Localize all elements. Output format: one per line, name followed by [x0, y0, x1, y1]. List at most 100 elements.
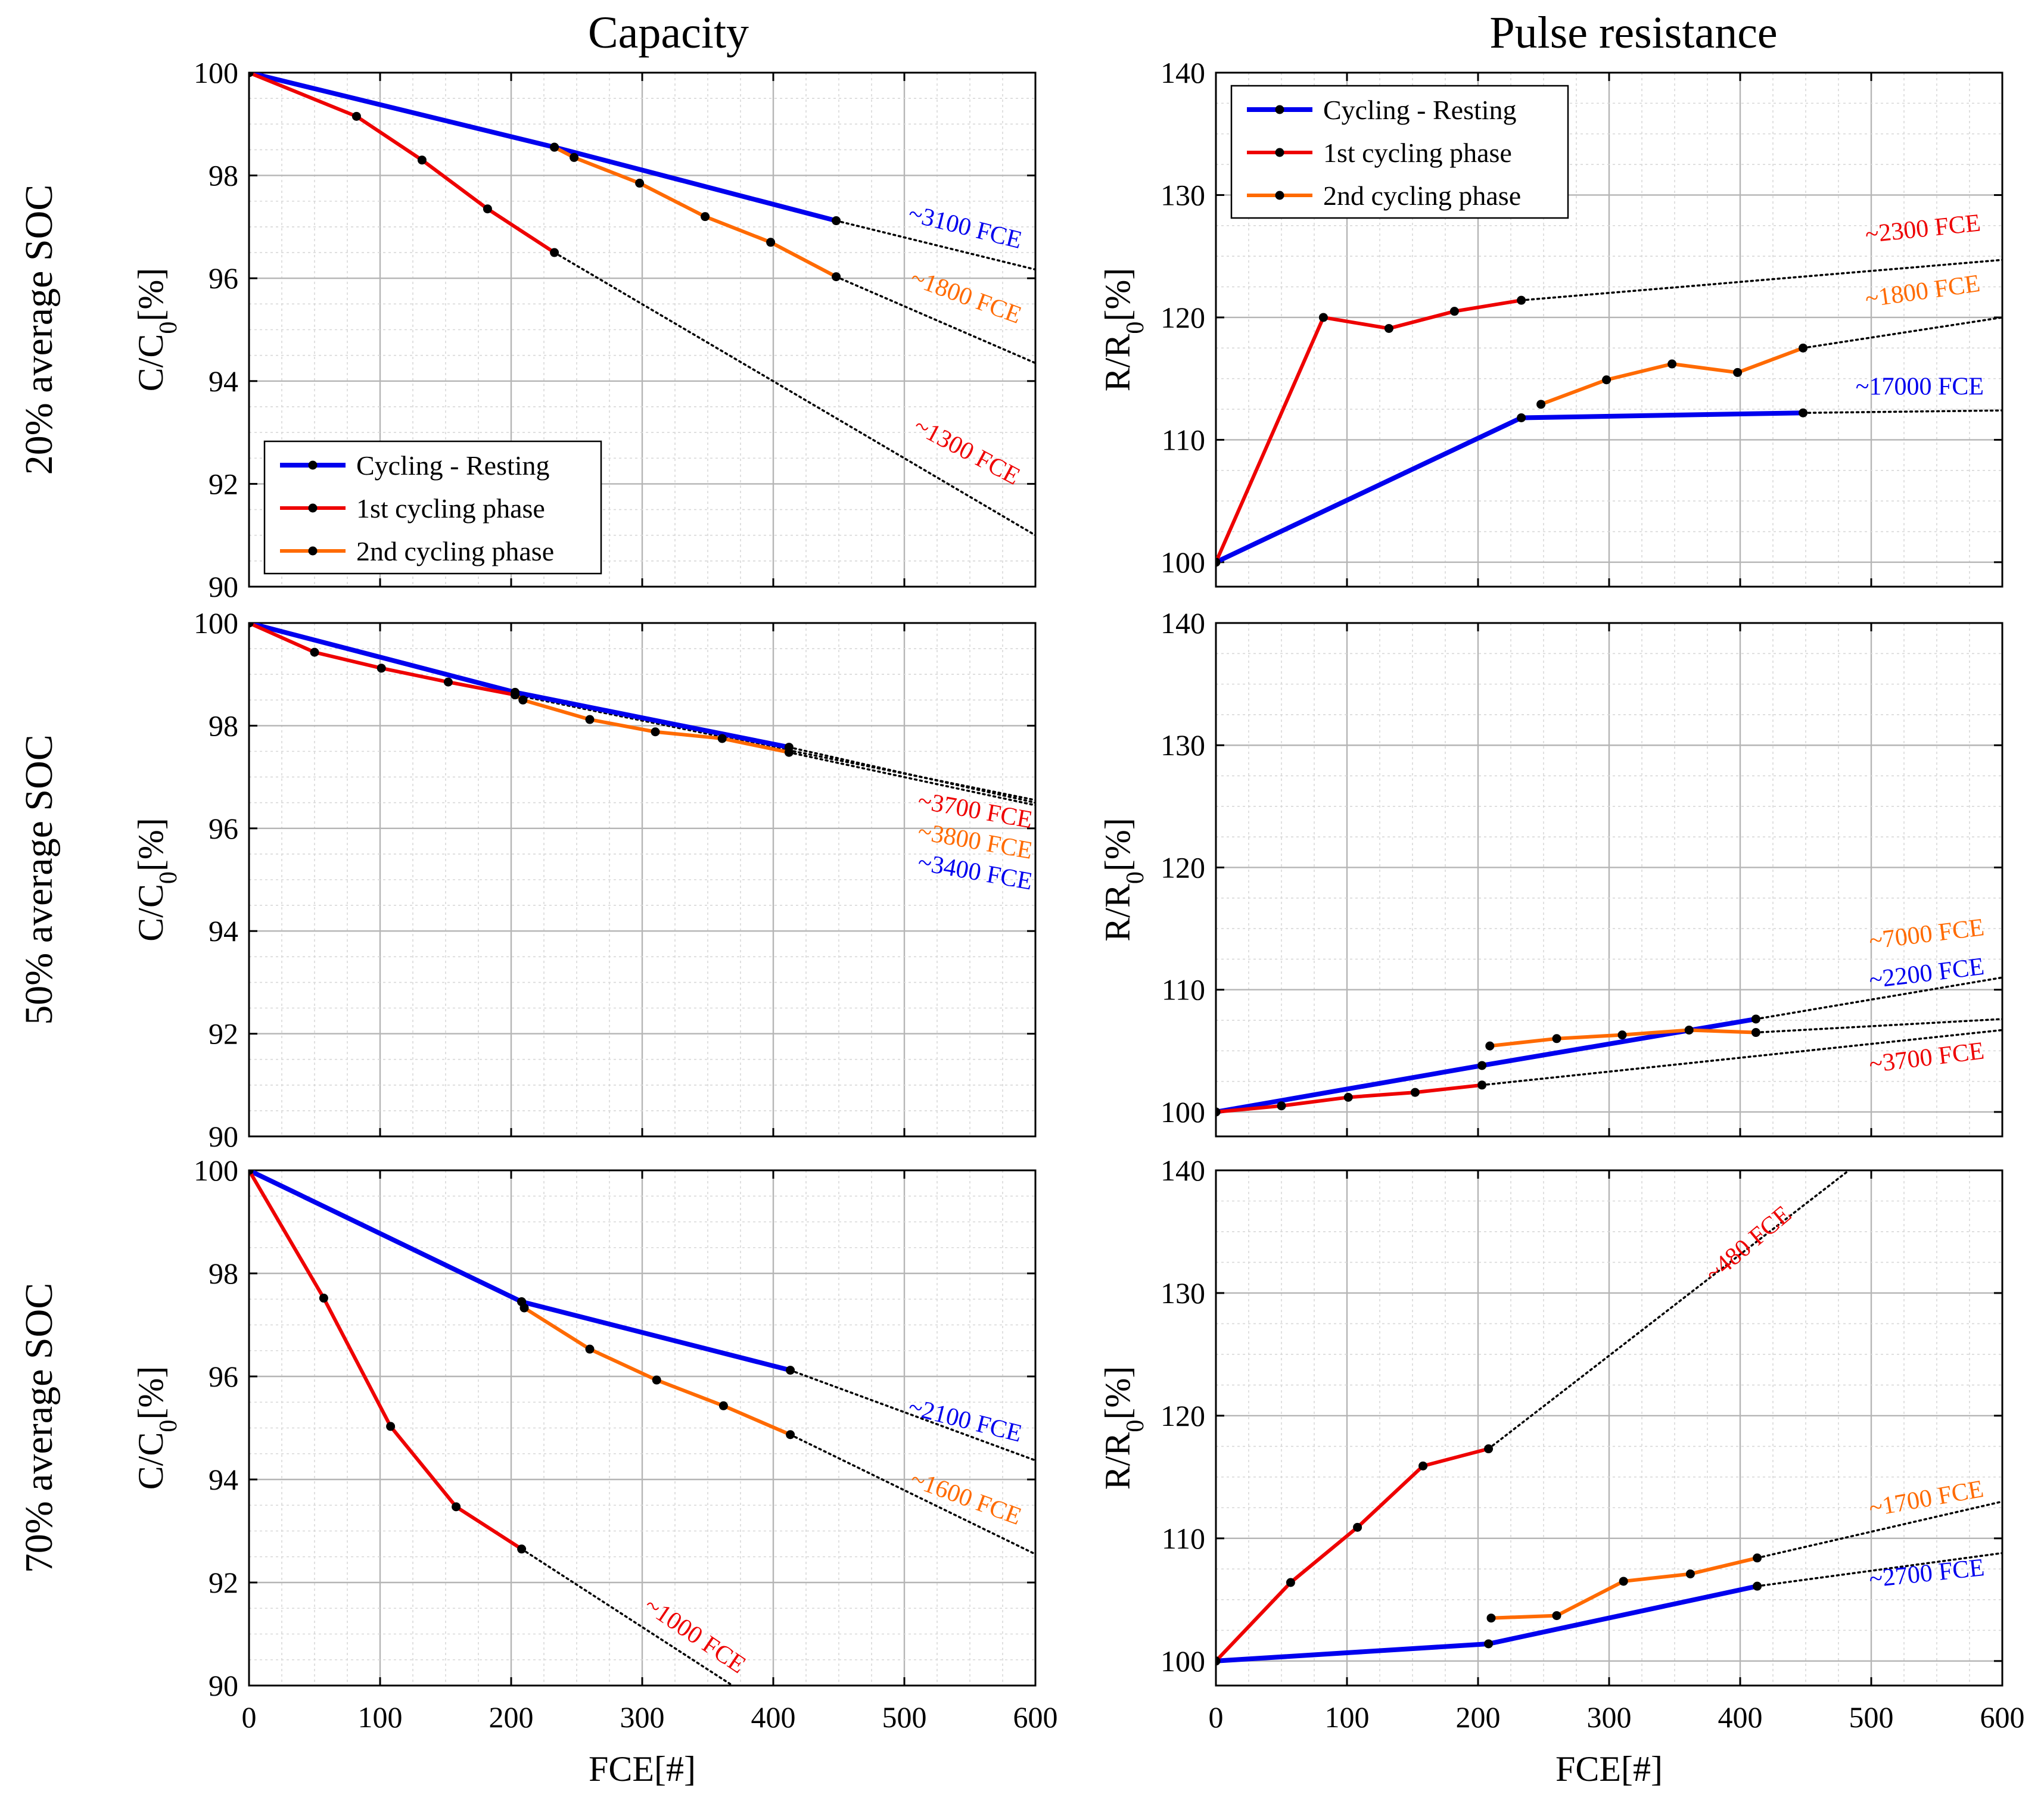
- row-label-20-average-soc: 20% average SOC: [17, 185, 61, 475]
- data-point-2nd-cycling-phase: [651, 727, 660, 737]
- ticks: 0 100 200 300 400 500 600 90 92 94 96 98 100: [194, 1154, 1058, 1734]
- data-point-2nd-cycling-phase: [1753, 1553, 1762, 1563]
- y-tick-label: 140: [1161, 606, 1205, 640]
- panels: 20% average SOC 50% average SOC 70% averag…: [17, 56, 2024, 1789]
- y-tick-label: 90: [209, 570, 238, 603]
- data-point-1st-cycling-phase: [452, 1502, 461, 1512]
- data-point-1st-cycling-phase: [483, 204, 492, 214]
- plot-content: [249, 623, 1035, 806]
- extrapolation-line: [1480, 1029, 2002, 1086]
- data-point-1st-cycling-phase: [310, 647, 319, 657]
- y-axis-label-unit: [%]: [1098, 1366, 1137, 1420]
- data-point-2nd-cycling-phase: [570, 152, 579, 162]
- x-axis-label: FCE[#]: [589, 1749, 696, 1789]
- data-point-1st-cycling-phase: [1477, 1080, 1487, 1090]
- data-point-2nd-cycling-phase: [635, 179, 645, 188]
- data-point-1st-cycling-phase: [1410, 1088, 1420, 1097]
- y-tick-label: 96: [209, 812, 238, 845]
- data-point-2nd-cycling-phase: [1602, 375, 1611, 385]
- grid: [248, 622, 1037, 1138]
- plot-content: [1216, 1170, 2002, 1666]
- y-tick-label: 90: [209, 1669, 238, 1702]
- y-tick-label: 92: [209, 1566, 238, 1599]
- legend-marker: [1275, 148, 1284, 157]
- y-tick-label: 94: [209, 914, 238, 948]
- x-tick-label: 500: [1849, 1700, 1894, 1734]
- plot-content: [249, 73, 1035, 537]
- data-point-2nd-cycling-phase: [1485, 1041, 1495, 1051]
- y-tick-label: 92: [209, 1017, 238, 1051]
- y-tick-label: 98: [209, 1257, 238, 1290]
- y-axis-label: R/R0[%]: [1098, 268, 1149, 392]
- data-point-2nd-cycling-phase: [786, 1430, 795, 1440]
- row-label-50-average-soc: 50% average SOC: [17, 734, 61, 1025]
- extrapolation-line: [1802, 316, 2002, 350]
- x-axis-label: FCE[#]: [1555, 1749, 1663, 1789]
- data-point-1st-cycling-phase: [1384, 323, 1393, 333]
- y-axis-label-unit: [%]: [131, 268, 170, 322]
- y-tick-label: 94: [209, 365, 238, 398]
- y-axis-label: R/R0[%]: [1098, 818, 1149, 942]
- x-tick-label: 500: [882, 1700, 927, 1734]
- extrapolation-line: [520, 1548, 735, 1686]
- data-point-cycling-resting: [832, 216, 841, 226]
- y-tick-label: 98: [209, 709, 238, 742]
- legend-marker: [1275, 191, 1284, 200]
- data-point-1st-cycling-phase: [1277, 1101, 1286, 1111]
- y-axis-label: C/C0[%]: [131, 268, 182, 392]
- legend-label-2nd-cycling-phase: 2nd cycling phase: [1323, 180, 1521, 211]
- y-tick-label: 110: [1162, 973, 1205, 1007]
- y-axis-label-unit: [%]: [1098, 818, 1137, 871]
- extrapolation-line: [788, 746, 1035, 804]
- y-tick-label: 100: [1161, 1644, 1205, 1678]
- y-tick-label: 110: [1162, 423, 1205, 456]
- annotation-fce: ~17000 FCE: [1856, 373, 1984, 400]
- data-point-1st-cycling-phase: [443, 677, 453, 687]
- extrapolation-line: [1520, 258, 2002, 301]
- data-point-2nd-cycling-phase: [518, 695, 528, 705]
- data-point-2nd-cycling-phase: [585, 1344, 595, 1354]
- plot-content: [249, 1170, 1035, 1686]
- y-tick-label: 140: [1161, 1154, 1205, 1187]
- data-point-1st-cycling-phase: [1216, 557, 1221, 567]
- y-axis-label-unit: [%]: [131, 1366, 170, 1420]
- data-point-2nd-cycling-phase: [1536, 400, 1546, 409]
- y-axis-label-main: R/R: [1098, 334, 1137, 392]
- y-axis-label-main: C/C: [131, 1432, 170, 1490]
- y-tick-label: 120: [1161, 1399, 1205, 1432]
- data-point-1st-cycling-phase: [1517, 295, 1526, 305]
- data-point-1st-cycling-phase: [1286, 1578, 1295, 1587]
- data-point-2nd-cycling-phase: [1552, 1611, 1561, 1621]
- y-tick-label: 100: [194, 606, 238, 640]
- data-point-2nd-cycling-phase: [1619, 1577, 1628, 1586]
- data-point-1st-cycling-phase: [1353, 1522, 1362, 1532]
- y-axis-label-main: R/R: [1098, 1432, 1137, 1490]
- plot-content: [1216, 976, 2002, 1117]
- y-tick-label: 130: [1161, 1276, 1205, 1310]
- y-tick-label: 98: [209, 159, 238, 192]
- x-tick-label: 600: [1013, 1700, 1058, 1734]
- y-tick-label: 130: [1161, 178, 1205, 211]
- data-point-cycling-resting: [1484, 1639, 1494, 1649]
- ticks: 100 110 120 130 140: [1161, 56, 2003, 587]
- grid: [1215, 622, 2003, 1136]
- column-title-pulse-resistance: Pulse resistance: [1489, 8, 1777, 58]
- y-axis-label-subscript: 0: [155, 871, 182, 884]
- column-title-capacity: Capacity: [588, 8, 749, 58]
- x-tick-label: 0: [1209, 1700, 1224, 1734]
- legend-label-1st-cycling-phase: 1st cycling phase: [1323, 138, 1512, 168]
- x-tick-label: 100: [358, 1700, 403, 1734]
- extrapolation-line: [1487, 1170, 1850, 1450]
- data-point-2nd-cycling-phase: [1751, 1028, 1760, 1038]
- data-point-2nd-cycling-phase: [511, 690, 520, 700]
- extrapolation-line: [789, 1369, 1035, 1462]
- y-tick-label: 96: [209, 261, 238, 295]
- extrapolation-line: [835, 219, 1035, 271]
- data-point-2nd-cycling-phase: [701, 212, 710, 222]
- legend: Cycling - Resting 1st cycling phase 2nd cy…: [263, 440, 602, 575]
- data-point-1st-cycling-phase: [249, 1170, 254, 1175]
